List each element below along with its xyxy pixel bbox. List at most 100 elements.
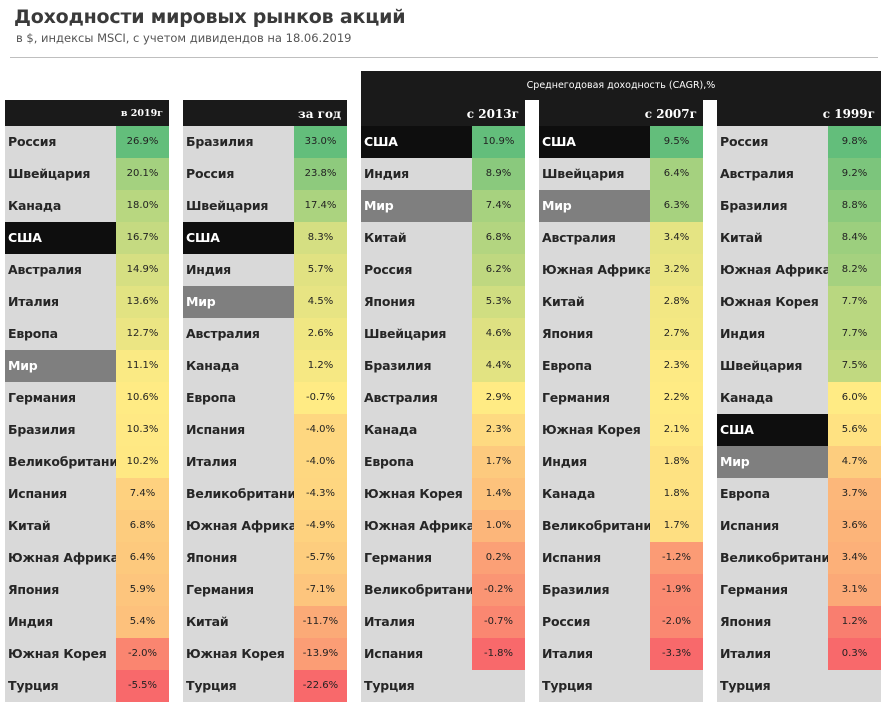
- column-header: с 2013г: [361, 100, 525, 126]
- return-value: 3.1%: [828, 574, 881, 606]
- country-label: Южная Корея: [539, 414, 650, 446]
- return-value: -0.7%: [472, 606, 525, 638]
- return-value: 5.4%: [116, 606, 169, 638]
- table-row: Великобритания -4.3%: [183, 478, 347, 510]
- return-value: 1.4%: [472, 478, 525, 510]
- return-value: -11.7%: [294, 606, 347, 638]
- return-value: -13.9%: [294, 638, 347, 670]
- return-value: 14.9%: [116, 254, 169, 286]
- country-label: Индия: [717, 318, 828, 350]
- country-label: Италия: [361, 606, 472, 638]
- country-label: Испания: [539, 542, 650, 574]
- return-value: 5.3%: [472, 286, 525, 318]
- return-value: 11.1%: [116, 350, 169, 382]
- column-header: за год: [183, 100, 347, 126]
- country-label: Китай: [183, 606, 294, 638]
- table-row: Индия 5.7%: [183, 254, 347, 286]
- return-value: 8.2%: [828, 254, 881, 286]
- country-label: Италия: [5, 286, 116, 318]
- table-row: Турция: [717, 670, 881, 702]
- return-value: 26.9%: [116, 126, 169, 158]
- table-row: Индия 8.9%: [361, 158, 525, 190]
- return-value: 1.7%: [472, 446, 525, 478]
- country-label: Бразилия: [5, 414, 116, 446]
- table-row: Южная Корея 1.4%: [361, 478, 525, 510]
- table-row: Италия -4.0%: [183, 446, 347, 478]
- table-row: Турция: [361, 670, 525, 702]
- return-value: 16.7%: [116, 222, 169, 254]
- country-label: Турция: [5, 670, 116, 702]
- table-row: Россия -2.0%: [539, 606, 703, 638]
- return-value: 23.8%: [294, 158, 347, 190]
- return-value: 4.5%: [294, 286, 347, 318]
- country-label: Австралия: [361, 382, 472, 414]
- return-value: 3.2%: [650, 254, 703, 286]
- table-row: Испания -4.0%: [183, 414, 347, 446]
- table-row: Испания -1.8%: [361, 638, 525, 670]
- country-label: Китай: [717, 222, 828, 254]
- divider: [10, 57, 878, 58]
- return-value: -1.8%: [472, 638, 525, 670]
- country-label: Россия: [539, 606, 650, 638]
- return-value: 3.6%: [828, 510, 881, 542]
- country-label: США: [183, 222, 294, 254]
- country-label: Турция: [717, 670, 828, 702]
- return-value: -5.7%: [294, 542, 347, 574]
- table-row: Индия 7.7%: [717, 318, 881, 350]
- table-row: Германия -7.1%: [183, 574, 347, 606]
- country-label: США: [717, 414, 828, 446]
- table-row: Швейцария 7.5%: [717, 350, 881, 382]
- table-row: Южная Африка 3.2%: [539, 254, 703, 286]
- table-row: США 16.7%: [5, 222, 169, 254]
- table-row: Южная Корея -13.9%: [183, 638, 347, 670]
- table-row: Япония 2.7%: [539, 318, 703, 350]
- table-row: Россия 23.8%: [183, 158, 347, 190]
- table-row: Великобритания 1.7%: [539, 510, 703, 542]
- return-value: -7.1%: [294, 574, 347, 606]
- return-value: 6.3%: [650, 190, 703, 222]
- country-label: Южная Африка: [5, 542, 116, 574]
- return-value: 17.4%: [294, 190, 347, 222]
- country-label: США: [5, 222, 116, 254]
- column-3: с 2007г США 9.5% Швейцария 6.4% Мир 6.3% Австра…: [539, 100, 703, 702]
- return-value: 1.0%: [472, 510, 525, 542]
- return-value: 2.9%: [472, 382, 525, 414]
- table-row: США 10.9%: [361, 126, 525, 158]
- return-value: 2.6%: [294, 318, 347, 350]
- table-row: Германия 3.1%: [717, 574, 881, 606]
- table-row: Канада 1.8%: [539, 478, 703, 510]
- country-label: Европа: [717, 478, 828, 510]
- return-value: 2.3%: [472, 414, 525, 446]
- table-row: Бразилия 8.8%: [717, 190, 881, 222]
- country-label: Япония: [717, 606, 828, 638]
- chart-subtitle: в $, индексы MSCI, с учетом дивидендов н…: [16, 31, 352, 45]
- country-label: Мир: [539, 190, 650, 222]
- country-label: Мир: [5, 350, 116, 382]
- country-label: Австралия: [5, 254, 116, 286]
- table-row: Германия 10.6%: [5, 382, 169, 414]
- return-value: 12.7%: [116, 318, 169, 350]
- table-row: Европа 2.3%: [539, 350, 703, 382]
- table-row: Канада 1.2%: [183, 350, 347, 382]
- return-value: 9.5%: [650, 126, 703, 158]
- return-value: 5.9%: [116, 574, 169, 606]
- table-row: Швейцария 17.4%: [183, 190, 347, 222]
- return-value: 6.4%: [116, 542, 169, 574]
- country-label: Южная Корея: [361, 478, 472, 510]
- column-0: в 2019г Россия 26.9% Швейцария 20.1% Канада 18…: [5, 100, 169, 702]
- return-value: 6.4%: [650, 158, 703, 190]
- country-label: Китай: [5, 510, 116, 542]
- return-value: [828, 670, 881, 702]
- chart-title: Доходности мировых рынков акций: [14, 6, 406, 28]
- table-row: Индия 1.8%: [539, 446, 703, 478]
- return-value: -4.9%: [294, 510, 347, 542]
- country-label: Южная Африка: [361, 510, 472, 542]
- return-value: 3.4%: [650, 222, 703, 254]
- column-header: с 1999г: [717, 100, 881, 126]
- country-label: Южная Корея: [183, 638, 294, 670]
- country-label: Бразилия: [717, 190, 828, 222]
- table-row: Мир 7.4%: [361, 190, 525, 222]
- table-row: Швейцария 6.4%: [539, 158, 703, 190]
- table-row: Испания -1.2%: [539, 542, 703, 574]
- table-row: Турция -5.5%: [5, 670, 169, 702]
